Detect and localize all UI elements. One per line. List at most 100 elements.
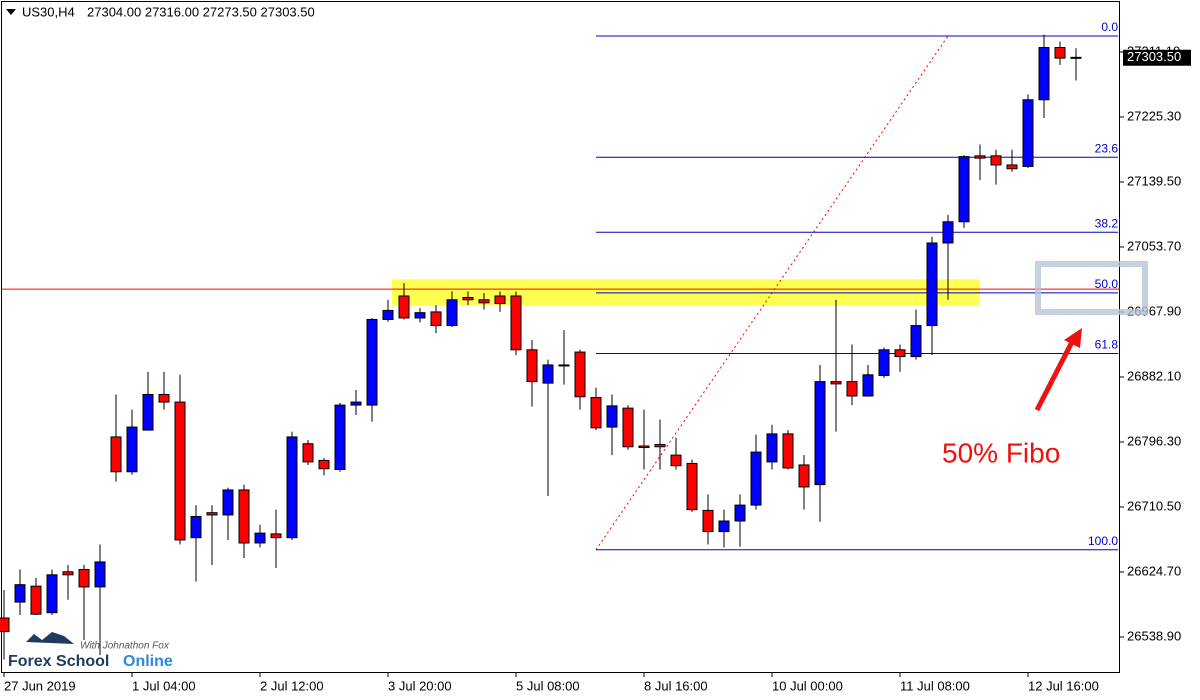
candle-body — [94, 561, 106, 588]
candle-body — [574, 351, 586, 398]
last-price-box — [1123, 49, 1191, 66]
candle-body — [366, 318, 378, 406]
zone — [392, 279, 980, 306]
y-tick-label: 27225.30 — [1127, 108, 1181, 123]
candle-body — [462, 297, 474, 301]
y-tick-label: 27053.70 — [1127, 238, 1181, 253]
candle-body — [206, 512, 218, 516]
candle-body — [430, 311, 442, 327]
y-tick-label: 26624.70 — [1127, 563, 1181, 578]
highlight-box — [1035, 261, 1148, 315]
header-prices: 27304.00 27316.00 27273.50 27303.50 — [87, 4, 315, 19]
candle-body — [1070, 56, 1082, 59]
candle-body — [558, 364, 570, 367]
candle-body — [446, 299, 458, 327]
candle-body — [766, 433, 778, 463]
candle-body — [670, 454, 682, 467]
candle-body — [14, 584, 26, 603]
candle-body — [750, 451, 762, 506]
candle-body — [510, 295, 522, 351]
x-tick-label: 2 Jul 12:00 — [260, 678, 324, 693]
candle-body — [174, 401, 186, 541]
candle-body — [110, 436, 122, 473]
candle-body — [62, 571, 74, 576]
fib-level-label: 100.0 — [1088, 534, 1118, 548]
candle-body — [782, 433, 794, 469]
candle-body — [78, 568, 90, 588]
candle-body — [798, 464, 810, 488]
y-tick-label: 26710.50 — [1127, 498, 1181, 513]
logo-tagline: With Johnathon Fox — [80, 641, 170, 652]
candle-body — [862, 374, 874, 397]
candle-body — [302, 443, 314, 463]
candle-body — [478, 299, 490, 304]
zone-layer — [392, 279, 980, 306]
x-tick-label: 5 Jul 08:00 — [516, 678, 580, 693]
candle-body — [270, 533, 282, 539]
candle-body — [126, 426, 138, 473]
candle-body — [398, 295, 410, 319]
candle-body — [46, 574, 58, 614]
candle-body — [382, 309, 394, 320]
candle-body — [254, 532, 266, 544]
last-price-label: 27303.50 — [1127, 49, 1181, 64]
fib-level-label: 61.8 — [1095, 338, 1119, 352]
logo: With Johnathon Fox Forex School Online — [8, 632, 173, 670]
candle-body — [622, 407, 634, 448]
candle-body — [542, 364, 554, 384]
annotation-arrow — [1034, 338, 1076, 412]
candle-body — [958, 156, 970, 223]
candle-body — [702, 509, 714, 533]
y-tick-label: 26796.30 — [1127, 433, 1181, 448]
x-tick-label: 11 Jul 08:00 — [900, 678, 970, 693]
candle-body — [190, 515, 202, 539]
plot-frame — [1, 1, 1120, 673]
candle-body — [734, 504, 746, 522]
x-tick-label: 3 Jul 20:00 — [388, 678, 452, 693]
candle-body — [1038, 47, 1050, 101]
candle-body — [910, 325, 922, 358]
logo-emblem — [26, 632, 74, 644]
candle-body — [526, 349, 538, 383]
candle-body — [334, 404, 346, 470]
y-tick-label: 26882.10 — [1127, 368, 1181, 383]
x-tick-label: 12 Jul 16:00 — [1028, 678, 1099, 693]
y-tick-label: 27139.50 — [1127, 173, 1181, 188]
fib-level-label: 50.0 — [1095, 277, 1119, 291]
candle-body — [414, 312, 426, 319]
candles-layer — [0, 34, 1082, 660]
candle-body — [942, 221, 954, 244]
candle-body — [686, 462, 698, 511]
candle-body — [830, 381, 842, 385]
candle-body — [1022, 99, 1034, 167]
candle-body — [814, 381, 826, 486]
chart-title: US30,H4 — [22, 4, 75, 19]
axis-layer: 26538.90 26624.70 26710.50 26796.30 26882.10… — [3, 43, 1191, 693]
y-tick-label: 26538.90 — [1127, 628, 1181, 643]
logo-brand: Forex School — [8, 653, 109, 670]
candle-body — [1054, 47, 1066, 59]
annotation: 50% Fibo — [942, 437, 1060, 468]
candle-body — [718, 520, 730, 533]
candle-body — [318, 459, 330, 470]
candle-body — [30, 585, 42, 615]
x-tick-label: 8 Jul 16:00 — [644, 678, 708, 693]
candle-body — [894, 349, 906, 358]
logo-brand-accent: Online — [123, 653, 173, 670]
candle-body — [974, 155, 986, 159]
candle-body — [158, 393, 170, 403]
candle-body — [286, 436, 298, 539]
x-tick-label: 1 Jul 04:00 — [132, 678, 196, 693]
candle-body — [590, 397, 602, 429]
candle-body — [350, 401, 362, 406]
candle-body — [142, 393, 154, 431]
candle-body — [606, 405, 618, 428]
menu-triangle — [6, 9, 16, 15]
candle-body — [1006, 164, 1018, 170]
x-tick-label: 10 Jul 00:00 — [772, 678, 843, 693]
fib-level-label: 23.6 — [1095, 141, 1119, 155]
candle-body — [654, 443, 666, 448]
candle-body — [638, 445, 650, 449]
candle-body — [926, 242, 938, 327]
